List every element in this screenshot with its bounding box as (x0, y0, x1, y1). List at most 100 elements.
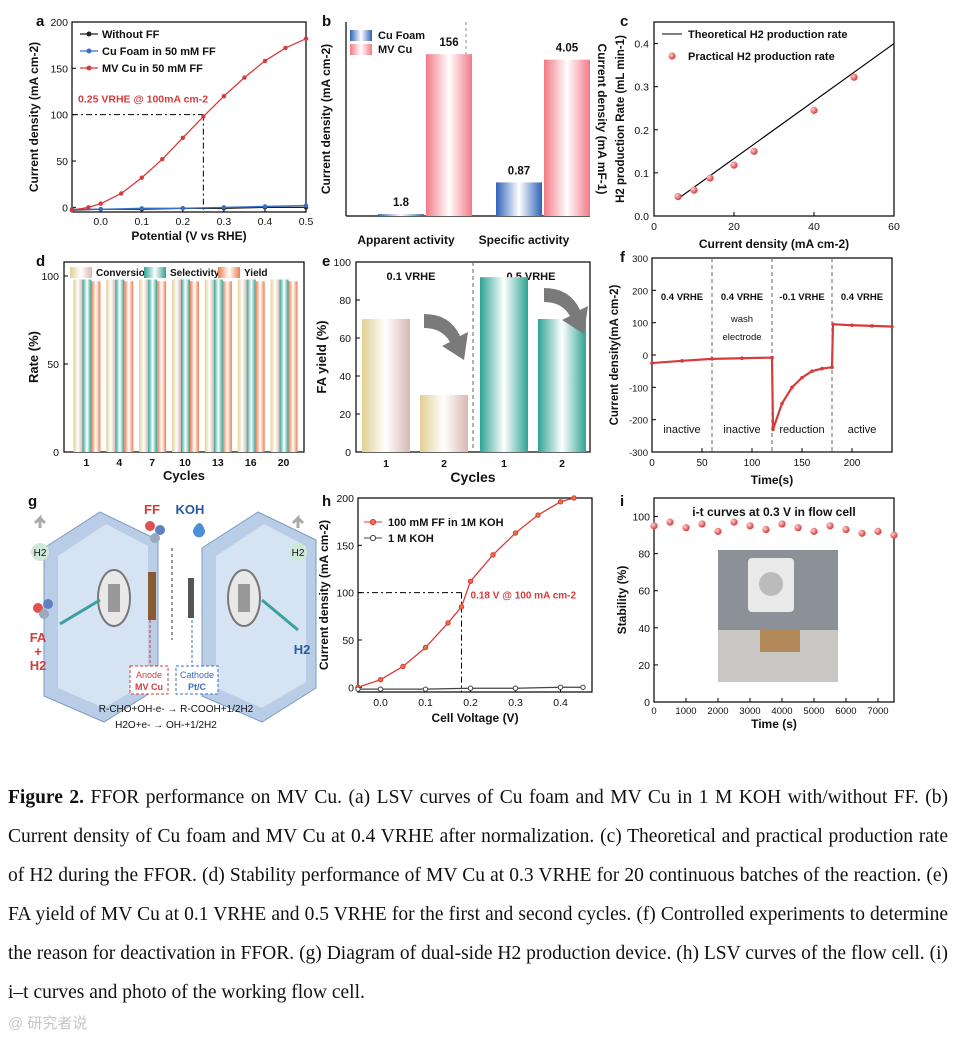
x-tick-label: 0.4 (553, 697, 568, 709)
x-tick-label: 10 (179, 457, 191, 469)
data-point (826, 522, 834, 530)
ff-molecule-icon (150, 533, 160, 543)
data-point (874, 527, 882, 535)
x-axis-label: Cycles (163, 468, 205, 483)
panel-a-chart: 0.0 0.1 0.2 0.3 0.4 0.5 0 50 100 150 200 Potential … (27, 17, 313, 243)
bar (148, 279, 158, 452)
y-axis-label: H2 production Rate (mL min-1) (615, 35, 627, 203)
x-axis-label: Time(s) (751, 473, 793, 487)
bar (496, 182, 542, 216)
data-point (139, 175, 144, 180)
y-axis-label: Current density (mA cm-2) (27, 42, 41, 192)
data-point (571, 495, 577, 501)
y-axis-label: Stability (%) (615, 566, 629, 635)
ff-molecule-icon (145, 521, 155, 531)
data-point (820, 366, 824, 371)
panel-label-i: i (620, 493, 624, 510)
h2-out-label: H2 (294, 642, 311, 657)
state-label: inactive (663, 424, 700, 436)
data-point (445, 620, 451, 626)
legend-swatch (350, 44, 372, 55)
data-point (790, 385, 794, 390)
segment-label: -0.1 VRHE (779, 292, 824, 303)
data-point (706, 174, 714, 182)
x-axis-label: Current density (mA cm-2) (699, 237, 849, 251)
bar (106, 279, 116, 452)
data-point (794, 524, 802, 532)
data-point (221, 93, 227, 99)
bar (222, 281, 232, 452)
y-axis-label: Current density(mA cm-2) (609, 284, 621, 425)
fa-molecule-icon (43, 599, 53, 609)
y-axis-label: Rate (%) (26, 331, 41, 383)
group-label: 0.1 VRHE (387, 271, 436, 283)
x-tick-label: 0.2 (463, 697, 478, 709)
x-tick-label: 0.5 (299, 216, 314, 228)
bar-value-label: 1.8 (393, 197, 410, 209)
caption-figure-number: Figure 2. (8, 787, 85, 808)
bar (139, 279, 149, 452)
panel-label-c: c (620, 13, 628, 30)
data-point (740, 356, 744, 361)
bar (172, 279, 181, 452)
data-point (377, 676, 384, 683)
panel-label-f: f (620, 249, 626, 266)
data-point (680, 359, 684, 363)
up-arrow-icon (291, 514, 305, 528)
y-tick-label: -200 (629, 416, 648, 427)
panel-label-d: d (36, 253, 45, 270)
data-point (890, 324, 894, 329)
x-tick-label: 0.3 (217, 216, 232, 228)
data-point (512, 530, 519, 536)
bar (157, 281, 167, 452)
data-point (201, 114, 206, 119)
x-axis-label: Time (s) (751, 717, 797, 731)
up-arrow-icon (33, 514, 47, 528)
x-tick-label: 0.1 (418, 697, 433, 709)
y-axis-label: Current density (mA cm-2) (317, 520, 331, 670)
data-point (180, 206, 186, 211)
panel-b-chart: Current density (mA cm-2) Current density… (319, 22, 609, 247)
legend-label: Conversion (96, 268, 151, 279)
legend-label: Cu Foam in 50 mM FF (102, 46, 216, 58)
state-label: active (848, 424, 877, 436)
data-point (467, 685, 474, 691)
panel-label-b: b (322, 13, 331, 30)
data-point (512, 685, 519, 691)
data-point (262, 204, 268, 209)
y-tick-label: 80 (339, 295, 351, 307)
x-tick-label: 5000 (803, 706, 824, 717)
data-point (400, 663, 406, 670)
data-point (422, 644, 429, 651)
y-tick-label: 0.1 (634, 168, 649, 180)
x-tick-label: 0.0 (93, 216, 108, 228)
down-arrow-icon (544, 288, 588, 334)
x-tick-label: 0.1 (134, 216, 149, 228)
data-point (771, 427, 775, 432)
legend-marker (86, 31, 92, 37)
y-tick-label: 100 (333, 257, 351, 269)
panel-label-a: a (36, 13, 45, 30)
panel-h-chart: 0.0 0.1 0.2 0.3 0.4 0 50 100 150 200 Cell Voltage … (317, 493, 593, 725)
state-label: inactive (723, 424, 760, 436)
fa-label: H2 (30, 658, 47, 673)
y-tick-label: 100 (41, 271, 59, 283)
data-point (690, 186, 698, 194)
caption-text: FFOR performance on MV Cu. (a) LSV curve… (8, 787, 948, 1003)
right-electrode (238, 584, 250, 612)
series-line (357, 497, 575, 688)
y-tick-label: 0 (644, 697, 650, 709)
y-tick-label: 0.2 (634, 125, 649, 137)
data-point (810, 369, 814, 373)
y-tick-label: 100 (336, 588, 354, 600)
data-point (86, 205, 91, 210)
data-point (780, 401, 784, 406)
panel-c-chart: 0 20 40 60 0.0 0.1 0.2 0.3 0.4 Current density (m… (615, 21, 900, 251)
anode-label: Anode (136, 670, 162, 680)
x-tick-label: 0.2 (176, 216, 191, 228)
bar (237, 279, 247, 452)
anode-material: MV Cu (135, 682, 163, 692)
y-tick-label: 0 (345, 447, 351, 459)
y-tick-label: 0 (348, 682, 354, 694)
